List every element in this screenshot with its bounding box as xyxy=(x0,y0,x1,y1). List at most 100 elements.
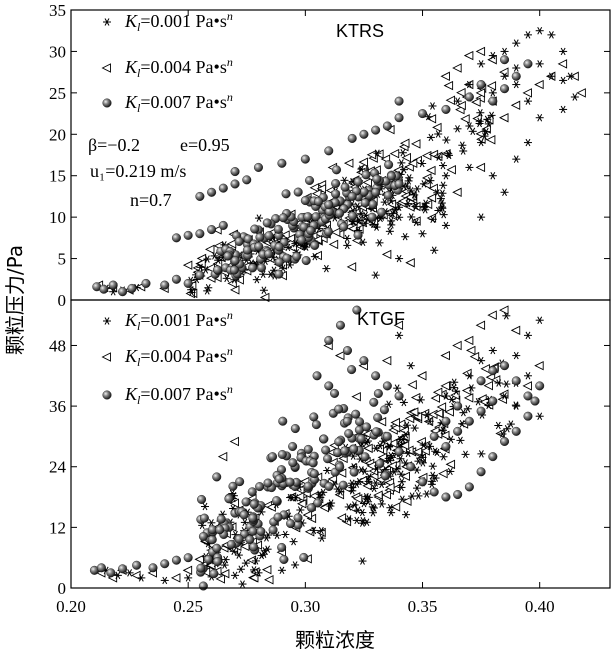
asterisk-point xyxy=(430,246,439,255)
asterisk-point xyxy=(387,221,396,229)
asterisk-point xyxy=(420,203,429,212)
asterisk-point xyxy=(196,263,205,272)
legend-marker-sphere xyxy=(102,98,112,108)
asterisk-point xyxy=(439,210,448,219)
asterisk-point xyxy=(432,448,441,457)
triangle-left-point xyxy=(576,88,586,98)
triangle-left-point xyxy=(445,95,456,106)
asterisk-point xyxy=(500,188,509,197)
asterisk-point xyxy=(287,493,296,502)
asterisk-point xyxy=(488,171,497,180)
asterisk-point xyxy=(459,147,468,155)
y-tick-label: 30 xyxy=(49,42,66,61)
sphere-point xyxy=(313,498,323,508)
triangle-left-point xyxy=(248,573,259,583)
triangle-left-point xyxy=(170,573,181,583)
sphere-point xyxy=(264,231,274,241)
triangle-left-point xyxy=(421,179,431,190)
asterisk-point xyxy=(187,288,196,297)
sphere-point xyxy=(278,416,288,426)
asterisk-point xyxy=(266,270,275,279)
triangle-left-point xyxy=(362,177,372,188)
sphere-point xyxy=(241,497,251,507)
asterisk-point xyxy=(323,466,332,475)
asterisk-point xyxy=(428,477,437,486)
asterisk-point xyxy=(439,453,448,461)
sphere-point xyxy=(367,212,377,222)
sphere-point xyxy=(234,237,244,247)
triangle-left-point xyxy=(302,510,313,520)
asterisk-point xyxy=(422,490,431,498)
asterisk-point xyxy=(488,346,497,355)
triangle-left-point xyxy=(461,385,472,396)
asterisk-point xyxy=(408,492,417,500)
legend-marker-triangle xyxy=(101,352,111,362)
asterisk-point xyxy=(251,557,260,565)
triangle-left-point xyxy=(390,502,401,512)
sphere-point xyxy=(500,84,510,94)
legend-triangle-left-marker xyxy=(101,63,111,73)
asterisk-point xyxy=(441,392,450,400)
sphere-point xyxy=(218,220,228,230)
bottom-y-ticks: 0 12 24 36 48 xyxy=(49,336,610,598)
asterisk-point xyxy=(441,221,450,230)
triangle-left-point xyxy=(422,173,432,183)
asterisk-point xyxy=(353,202,362,210)
triangle-left-point xyxy=(309,183,320,193)
asterisk-point xyxy=(402,510,411,519)
triangle-left-point xyxy=(445,459,456,470)
sphere-point xyxy=(218,183,228,193)
asterisk-point xyxy=(535,113,544,122)
sphere-point xyxy=(224,494,234,504)
top-scatter-points xyxy=(92,26,586,303)
triangle-left-point xyxy=(401,152,411,163)
sphere-point xyxy=(356,434,366,444)
asterisk-point xyxy=(465,372,474,380)
asterisk-point xyxy=(309,526,318,535)
asterisk-point xyxy=(428,215,437,223)
sphere-point xyxy=(303,212,313,222)
sphere-point xyxy=(234,534,244,544)
triangle-left-point xyxy=(440,381,450,391)
sphere-point xyxy=(248,513,258,523)
param-beta: β=−0.2 xyxy=(88,135,140,155)
sphere-point xyxy=(441,416,451,426)
asterisk-point xyxy=(291,561,300,569)
triangle-left-point xyxy=(373,490,383,500)
triangle-left-point xyxy=(463,50,474,61)
sphere-point xyxy=(300,154,310,164)
triangle-left-point xyxy=(398,196,408,206)
legend-marker-asterisk xyxy=(103,317,111,325)
asterisk-point xyxy=(395,254,404,263)
triangle-left-point xyxy=(395,419,406,429)
asterisk-point xyxy=(387,217,396,225)
y-tick-label: 10 xyxy=(49,208,66,227)
asterisk-point xyxy=(343,241,352,250)
sphere-point xyxy=(394,113,404,123)
triangle-left-point xyxy=(440,350,450,361)
asterisk-point xyxy=(535,316,544,324)
asterisk-point xyxy=(426,133,435,142)
top-panel-title: KTRS xyxy=(336,21,384,41)
triangle-left-point xyxy=(417,371,427,381)
triangle-left-point xyxy=(569,71,579,82)
asterisk-point xyxy=(222,274,231,283)
asterisk-point xyxy=(418,229,427,238)
legend-entry-1: Kl=0.001 Pa•sn xyxy=(124,308,233,333)
legend-entry-2: Kl=0.004 Pa•sn xyxy=(124,55,233,80)
sphere-point xyxy=(277,158,287,168)
asterisk-point xyxy=(386,503,395,512)
triangle-left-point xyxy=(351,391,361,402)
sphere-point xyxy=(262,218,272,228)
sphere-point xyxy=(464,416,474,426)
triangle-left-point xyxy=(399,440,410,451)
asterisk-point xyxy=(427,480,436,489)
asterisk-point xyxy=(407,213,416,221)
asterisk-point xyxy=(355,216,364,224)
triangle-left-point xyxy=(385,482,395,492)
sphere-point xyxy=(195,229,205,239)
asterisk-point xyxy=(390,468,399,476)
asterisk-point xyxy=(358,517,367,525)
sphere-point xyxy=(118,287,128,297)
triangle-left-point xyxy=(261,564,272,575)
